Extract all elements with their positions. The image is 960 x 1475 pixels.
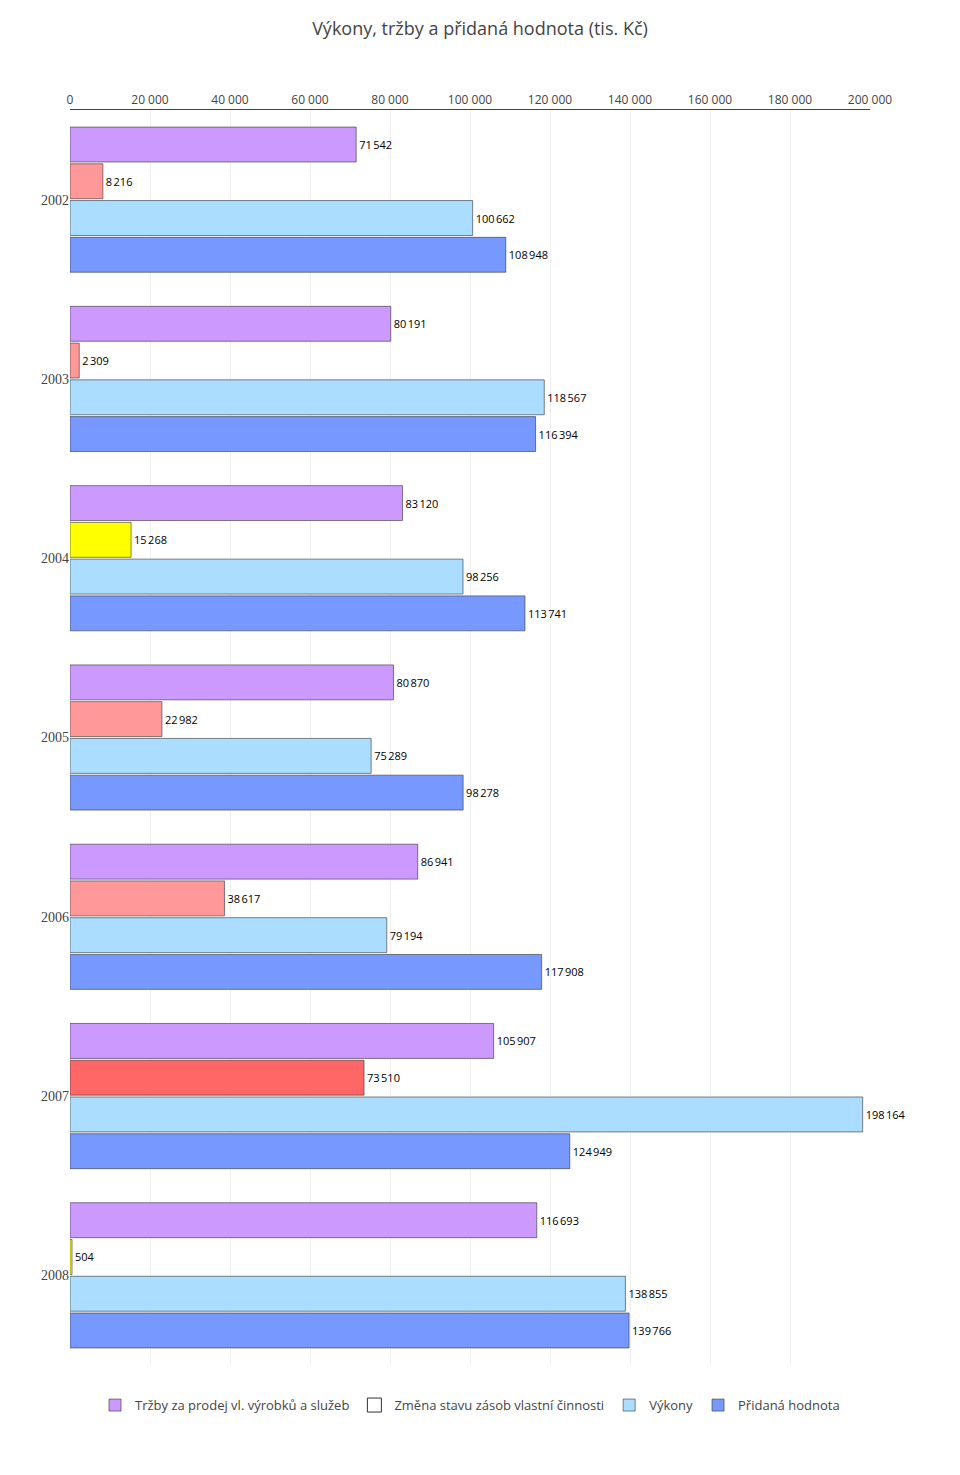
svg-text:138 855: 138 855 — [628, 1286, 667, 1301]
svg-text:504: 504 — [75, 1249, 95, 1264]
svg-text:117 908: 117 908 — [545, 964, 584, 979]
svg-text:73 510: 73 510 — [367, 1070, 400, 1085]
svg-text:180 000: 180 000 — [768, 91, 812, 108]
svg-text:116 693: 116 693 — [540, 1213, 579, 1228]
svg-text:116 394: 116 394 — [539, 427, 579, 442]
svg-text:Změna stavu zásob vlastní činn: Změna stavu zásob vlastní činnosti — [394, 1396, 604, 1414]
svg-text:2008: 2008 — [41, 1268, 69, 1283]
svg-text:160 000: 160 000 — [688, 91, 732, 108]
svg-text:38 617: 38 617 — [227, 891, 260, 906]
svg-text:8 216: 8 216 — [106, 174, 133, 189]
svg-text:113 741: 113 741 — [528, 606, 567, 621]
svg-text:0: 0 — [67, 91, 74, 108]
svg-text:2005: 2005 — [41, 730, 69, 745]
svg-text:140 000: 140 000 — [608, 91, 652, 108]
svg-text:75 289: 75 289 — [374, 748, 407, 763]
svg-text:105 907: 105 907 — [497, 1033, 536, 1048]
svg-text:120 000: 120 000 — [528, 91, 572, 108]
svg-text:Výkony: Výkony — [649, 1396, 693, 1414]
svg-text:98 256: 98 256 — [466, 569, 499, 584]
svg-text:80 191: 80 191 — [394, 316, 427, 331]
svg-text:108 948: 108 948 — [509, 247, 548, 262]
svg-text:98 278: 98 278 — [466, 785, 499, 800]
svg-text:86 941: 86 941 — [421, 854, 454, 869]
svg-text:15 268: 15 268 — [134, 532, 167, 547]
svg-text:2007: 2007 — [41, 1089, 69, 1104]
svg-text:83 120: 83 120 — [405, 496, 438, 511]
svg-text:2004: 2004 — [41, 551, 69, 566]
svg-text:20 000: 20 000 — [131, 91, 169, 108]
svg-text:60 000: 60 000 — [291, 91, 329, 108]
svg-text:40 000: 40 000 — [211, 91, 249, 108]
svg-text:200 000: 200 000 — [848, 91, 892, 108]
svg-text:198 164: 198 164 — [866, 1107, 906, 1122]
svg-text:Přidaná hodnota: Přidaná hodnota — [738, 1396, 840, 1414]
svg-text:2002: 2002 — [41, 193, 69, 208]
svg-text:2003: 2003 — [41, 372, 69, 387]
svg-text:Výkony, tržby a přidaná hodnot: Výkony, tržby a přidaná hodnota (tis. Kč… — [312, 16, 648, 40]
svg-text:100 000: 100 000 — [448, 91, 492, 108]
svg-text:71 542: 71 542 — [359, 137, 392, 152]
svg-text:139 766: 139 766 — [632, 1323, 671, 1338]
svg-text:124 949: 124 949 — [573, 1144, 612, 1159]
svg-text:2 309: 2 309 — [82, 353, 109, 368]
svg-text:118 567: 118 567 — [547, 390, 586, 405]
svg-text:2006: 2006 — [41, 910, 69, 925]
svg-text:Tržby za prodej vl. výrobků a: Tržby za prodej vl. výrobků a služeb — [135, 1396, 349, 1414]
svg-text:80 870: 80 870 — [396, 675, 429, 690]
svg-text:79 194: 79 194 — [390, 928, 424, 943]
svg-text:80 000: 80 000 — [371, 91, 409, 108]
svg-text:100 662: 100 662 — [476, 211, 515, 226]
svg-text:22 982: 22 982 — [165, 712, 198, 727]
